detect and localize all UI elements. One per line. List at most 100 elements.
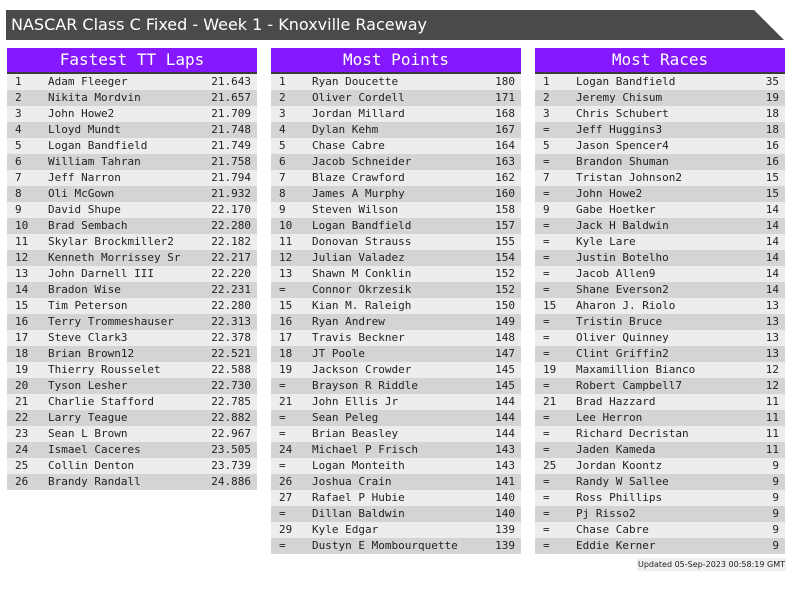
value-cell: 13 (765, 299, 779, 312)
rank-cell: = (543, 283, 550, 296)
rank-cell: = (543, 331, 550, 344)
driver-name-cell: Eddie Kerner (576, 539, 656, 552)
rank-cell: = (543, 491, 550, 504)
table-row: 20 Tyson Lesher 22.730 (7, 378, 257, 394)
driver-name-cell: John Darnell III (48, 267, 154, 280)
value-cell: 14 (765, 203, 779, 216)
driver-name-cell: Shane Everson2 (576, 283, 669, 296)
driver-name-cell: Lee Herron (576, 411, 643, 424)
rank-cell: 8 (279, 187, 286, 200)
rank-cell: 7 (15, 171, 22, 184)
driver-name-cell: Michael P Frisch (312, 443, 418, 456)
most-points-table: Most Points 1 Ryan Doucette 180 2 Oliver Cor… (271, 48, 521, 554)
table-row: 10 Brad Sembach 22.280 (7, 218, 257, 234)
rank-cell: 14 (15, 283, 29, 296)
driver-name-cell: Sean Peleg (312, 411, 379, 424)
value-cell: 143 (495, 459, 515, 472)
table-row: 18 Brian Brown12 22.521 (7, 346, 257, 362)
value-cell: 140 (495, 507, 515, 520)
rank-cell: 2 (543, 91, 550, 104)
table-row: 23 Sean L Brown 22.967 (7, 426, 257, 442)
table-row: = Brayson R Riddle 145 (271, 378, 521, 394)
value-cell: 14 (765, 251, 779, 264)
table-row: 22 Larry Teague 22.882 (7, 410, 257, 426)
rank-cell: 21 (15, 395, 29, 408)
value-cell: 11 (765, 411, 779, 424)
table-row: = Clint Griffin2 13 (535, 346, 785, 362)
value-cell: 149 (495, 315, 515, 328)
driver-name-cell: Brandon Shuman (576, 155, 669, 168)
driver-name-cell: Connor Okrzesik (312, 283, 412, 296)
table-row: 18 JT Poole 147 (271, 346, 521, 362)
most-races-table: Most Races 1 Logan Bandfield 35 2 Jeremy Chi… (535, 48, 785, 554)
rank-cell: = (279, 459, 286, 472)
value-cell: 15 (765, 187, 779, 200)
rank-cell: 15 (543, 299, 557, 312)
rank-cell: = (279, 379, 286, 392)
table-row: = Randy W Sallee 9 (535, 474, 785, 490)
value-cell: 22.785 (211, 395, 251, 408)
rank-cell: = (279, 507, 286, 520)
driver-name-cell: Tim Peterson (48, 299, 128, 312)
value-cell: 139 (495, 539, 515, 552)
driver-name-cell: Kyle Edgar (312, 523, 379, 536)
rank-cell: 20 (15, 379, 29, 392)
driver-name-cell: Dillan Baldwin (312, 507, 405, 520)
driver-name-cell: Jeremy Chisum (576, 91, 663, 104)
driver-name-cell: Ross Phillips (576, 491, 663, 504)
driver-name-cell: Brian Beasley (312, 427, 399, 440)
driver-name-cell: Skylar Brockmiller2 (48, 235, 174, 248)
rank-cell: 9 (279, 203, 286, 216)
driver-name-cell: Chase Cabre (576, 523, 649, 536)
value-cell: 11 (765, 427, 779, 440)
value-cell: 9 (772, 475, 779, 488)
value-cell: 22.280 (211, 219, 251, 232)
table-header: Most Races (535, 48, 785, 74)
value-cell: 21.758 (211, 155, 251, 168)
value-cell: 12 (765, 363, 779, 376)
rank-cell: 12 (15, 251, 29, 264)
value-cell: 22.280 (211, 299, 251, 312)
driver-name-cell: Tyson Lesher (48, 379, 128, 392)
driver-name-cell: Chris Schubert (576, 107, 669, 120)
rank-cell: 3 (279, 107, 286, 120)
table-row: 3 Chris Schubert 18 (535, 106, 785, 122)
value-cell: 9 (772, 539, 779, 552)
table-row: 26 Brandy Randall 24.886 (7, 474, 257, 490)
table-row: = Connor Okrzesik 152 (271, 282, 521, 298)
table-row: = Tristin Bruce 13 (535, 314, 785, 330)
table-row: 5 Chase Cabre 164 (271, 138, 521, 154)
value-cell: 145 (495, 363, 515, 376)
table-row: 2 Oliver Cordell 171 (271, 90, 521, 106)
driver-name-cell: Steve Clark3 (48, 331, 128, 344)
table-row: 17 Steve Clark3 22.378 (7, 330, 257, 346)
driver-name-cell: Brayson R Riddle (312, 379, 418, 392)
driver-name-cell: Maxamillion Bianco (576, 363, 696, 376)
driver-name-cell: Travis Beckner (312, 331, 405, 344)
rank-cell: 5 (543, 139, 550, 152)
rank-cell: 15 (279, 299, 293, 312)
rank-cell: 3 (15, 107, 22, 120)
value-cell: 144 (495, 395, 515, 408)
driver-name-cell: Nikita Mordvin (48, 91, 141, 104)
driver-name-cell: Tristan Johnson2 (576, 171, 682, 184)
table-row: 9 Steven Wilson 158 (271, 202, 521, 218)
value-cell: 143 (495, 443, 515, 456)
rank-cell: = (543, 267, 550, 280)
value-cell: 139 (495, 523, 515, 536)
table-row: 19 Thierry Rousselet 22.588 (7, 362, 257, 378)
driver-name-cell: Jaden Kameda (576, 443, 656, 456)
rank-cell: 15 (15, 299, 29, 312)
value-cell: 145 (495, 379, 515, 392)
rank-cell: 1 (279, 75, 286, 88)
rank-cell: = (543, 475, 550, 488)
value-cell: 168 (495, 107, 515, 120)
value-cell: 22.217 (211, 251, 251, 264)
rank-cell: 25 (15, 459, 29, 472)
driver-name-cell: Jack H Baldwin (576, 219, 669, 232)
page-title: NASCAR Class C Fixed - Week 1 - Knoxvill… (6, 10, 784, 40)
rank-cell: 26 (15, 475, 29, 488)
table-row: 16 Terry Trommeshauser 22.313 (7, 314, 257, 330)
table-row: = Chase Cabre 9 (535, 522, 785, 538)
table-row: = Kyle Lare 14 (535, 234, 785, 250)
